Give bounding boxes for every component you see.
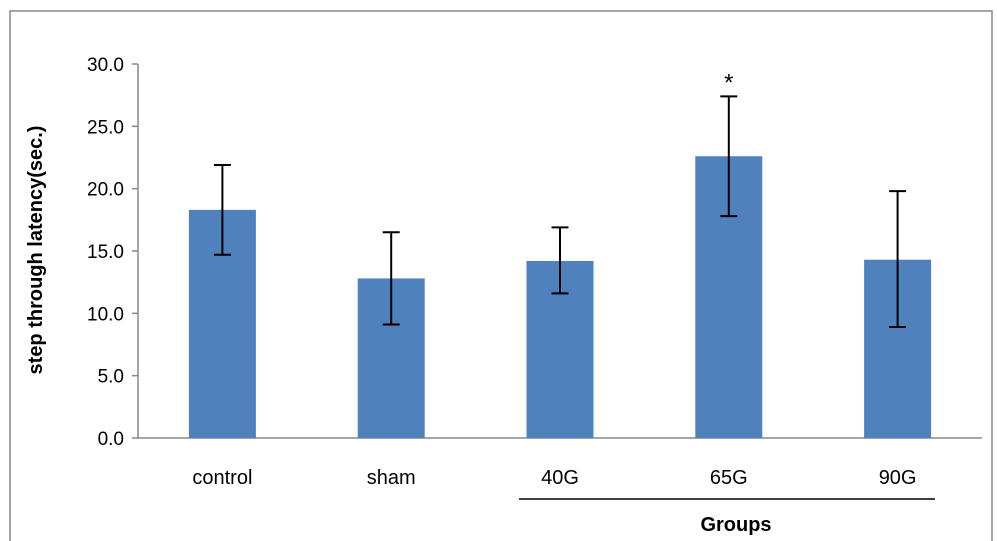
y-tick-label: 20.0 xyxy=(87,180,124,201)
x-tick-label: 90G xyxy=(879,467,917,489)
x-tick-label: 40G xyxy=(541,467,579,489)
x-axis-title: Groups xyxy=(700,514,771,536)
plot-area: 0.0 5.0 10.0 15.0 20.0 25.0 30.0 control sham 40G… xyxy=(87,55,982,489)
chart-border xyxy=(9,10,993,541)
y-tick-label: 0.0 xyxy=(98,429,124,450)
x-tick-label: sham xyxy=(367,467,416,489)
y-tick-label: 5.0 xyxy=(98,367,124,388)
y-tick-label: 30.0 xyxy=(87,55,124,76)
x-tick-label: 65G xyxy=(710,467,748,489)
y-tick-label: 10.0 xyxy=(87,304,124,325)
y-axis-title: step through latency(sec.) xyxy=(25,126,47,375)
y-tick-label: 15.0 xyxy=(87,242,124,263)
x-tick-label: control xyxy=(192,467,252,489)
significance-marker: * xyxy=(724,69,733,96)
y-tick-label: 25.0 xyxy=(87,117,124,138)
